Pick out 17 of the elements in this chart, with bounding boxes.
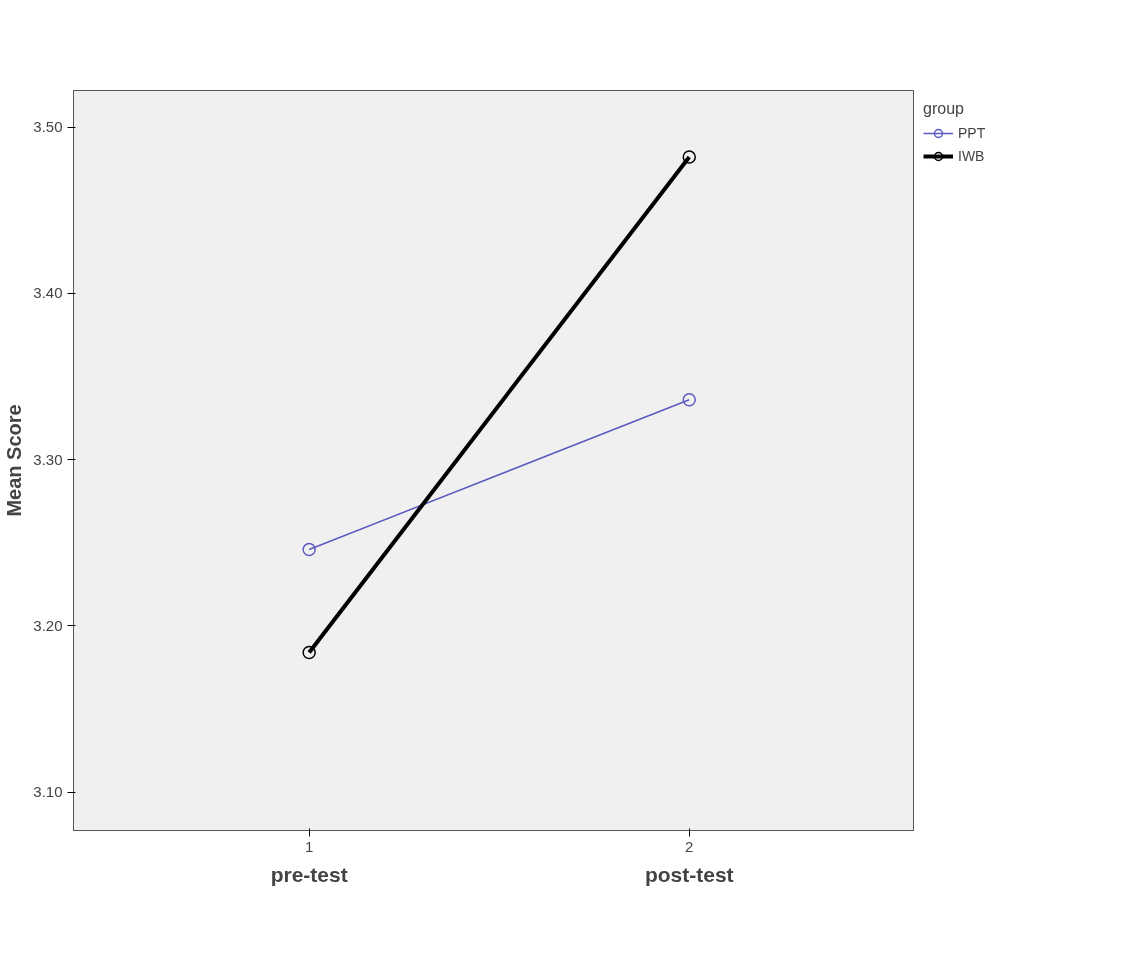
legend-label: IWB bbox=[958, 148, 985, 164]
text: pre-test bbox=[270, 862, 348, 886]
x-tick-label: 2 bbox=[685, 837, 694, 855]
point bbox=[682, 150, 696, 164]
text: post-test bbox=[644, 862, 734, 886]
y-tick-label: 3.10 bbox=[33, 783, 63, 801]
y-tick-label: 3.40 bbox=[33, 284, 63, 302]
x-tick-label: 1 bbox=[304, 837, 314, 855]
point bbox=[302, 645, 316, 660]
point bbox=[682, 393, 696, 407]
y-tick-label: 3.50 bbox=[33, 118, 63, 136]
y-axis-title: Mean Score bbox=[3, 404, 26, 517]
y-tick-label: 3.30 bbox=[33, 450, 63, 468]
legend-title: group bbox=[923, 100, 965, 118]
y-tick-label: 3.20 bbox=[33, 616, 63, 634]
point bbox=[302, 542, 316, 557]
legend-label: PPT bbox=[958, 125, 986, 141]
